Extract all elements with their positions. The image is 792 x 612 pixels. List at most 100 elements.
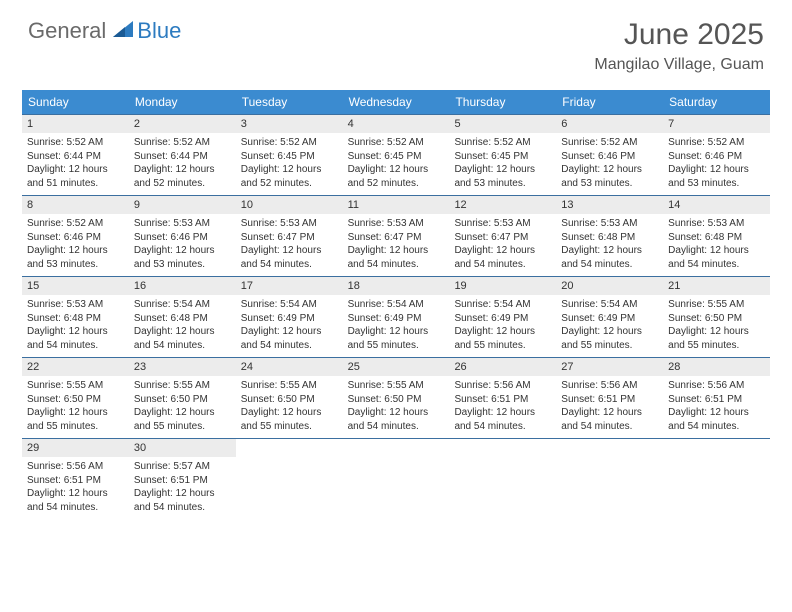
day-line: Daylight: 12 hours: [27, 406, 124, 420]
calendar-cell: 3Sunrise: 5:52 AMSunset: 6:45 PMDaylight…: [236, 115, 343, 195]
day-line: Sunrise: 5:52 AM: [134, 136, 231, 150]
day-line: Sunrise: 5:52 AM: [27, 136, 124, 150]
day-line: Daylight: 12 hours: [134, 325, 231, 339]
day-line: and 54 minutes.: [134, 339, 231, 353]
day-line: and 55 minutes.: [241, 420, 338, 434]
day-line: and 54 minutes.: [454, 420, 551, 434]
day-line: Sunrise: 5:55 AM: [668, 298, 765, 312]
day-content: Sunrise: 5:53 AMSunset: 6:48 PMDaylight:…: [663, 214, 770, 276]
day-line: Daylight: 12 hours: [668, 325, 765, 339]
day-line: Sunrise: 5:52 AM: [27, 217, 124, 231]
day-line: and 53 minutes.: [454, 177, 551, 191]
location-label: Mangilao Village, Guam: [594, 56, 764, 74]
day-number: 28: [663, 358, 770, 376]
calendar-cell: 22Sunrise: 5:55 AMSunset: 6:50 PMDayligh…: [22, 358, 129, 438]
calendar-cell: 18Sunrise: 5:54 AMSunset: 6:49 PMDayligh…: [343, 277, 450, 357]
day-line: Sunset: 6:46 PM: [561, 150, 658, 164]
day-line: and 53 minutes.: [561, 177, 658, 191]
day-content: Sunrise: 5:55 AMSunset: 6:50 PMDaylight:…: [22, 376, 129, 438]
page-title: June 2025: [594, 18, 764, 52]
day-line: and 54 minutes.: [561, 258, 658, 272]
calendar-cell: 2Sunrise: 5:52 AMSunset: 6:44 PMDaylight…: [129, 115, 236, 195]
calendar-cell: 30Sunrise: 5:57 AMSunset: 6:51 PMDayligh…: [129, 439, 236, 519]
day-line: Daylight: 12 hours: [668, 406, 765, 420]
day-line: Sunset: 6:49 PM: [454, 312, 551, 326]
day-line: Daylight: 12 hours: [134, 163, 231, 177]
day-content: Sunrise: 5:52 AMSunset: 6:46 PMDaylight:…: [663, 133, 770, 195]
day-line: Sunrise: 5:54 AM: [348, 298, 445, 312]
day-line: Daylight: 12 hours: [668, 163, 765, 177]
day-line: Daylight: 12 hours: [27, 163, 124, 177]
day-line: Sunset: 6:49 PM: [561, 312, 658, 326]
day-content: Sunrise: 5:53 AMSunset: 6:47 PMDaylight:…: [449, 214, 556, 276]
calendar-cell: 25Sunrise: 5:55 AMSunset: 6:50 PMDayligh…: [343, 358, 450, 438]
day-content: Sunrise: 5:56 AMSunset: 6:51 PMDaylight:…: [556, 376, 663, 438]
day-line: Sunrise: 5:54 AM: [241, 298, 338, 312]
day-number: 29: [22, 439, 129, 457]
day-number: 3: [236, 115, 343, 133]
day-number: 12: [449, 196, 556, 214]
calendar-cell: 7Sunrise: 5:52 AMSunset: 6:46 PMDaylight…: [663, 115, 770, 195]
calendar-cell: 13Sunrise: 5:53 AMSunset: 6:48 PMDayligh…: [556, 196, 663, 276]
calendar-cell: 20Sunrise: 5:54 AMSunset: 6:49 PMDayligh…: [556, 277, 663, 357]
day-number-empty: [556, 439, 663, 457]
day-line: Sunrise: 5:52 AM: [348, 136, 445, 150]
day-line: Sunrise: 5:54 AM: [134, 298, 231, 312]
day-content: Sunrise: 5:54 AMSunset: 6:49 PMDaylight:…: [236, 295, 343, 357]
logo: General Blue: [28, 18, 181, 44]
day-number: 14: [663, 196, 770, 214]
day-line: Sunset: 6:46 PM: [668, 150, 765, 164]
day-number: 19: [449, 277, 556, 295]
day-line: Sunrise: 5:53 AM: [134, 217, 231, 231]
day-line: Sunrise: 5:52 AM: [561, 136, 658, 150]
day-number-empty: [663, 439, 770, 457]
day-header: Tuesday: [236, 90, 343, 114]
day-content: Sunrise: 5:56 AMSunset: 6:51 PMDaylight:…: [663, 376, 770, 438]
day-line: and 54 minutes.: [348, 258, 445, 272]
day-header: Wednesday: [343, 90, 450, 114]
day-line: Daylight: 12 hours: [454, 244, 551, 258]
day-number-empty: [343, 439, 450, 457]
logo-text-general: General: [28, 18, 106, 44]
day-line: Sunrise: 5:56 AM: [27, 460, 124, 474]
day-line: Sunset: 6:45 PM: [454, 150, 551, 164]
day-line: Sunset: 6:50 PM: [348, 393, 445, 407]
day-line: Sunset: 6:50 PM: [27, 393, 124, 407]
day-line: and 52 minutes.: [134, 177, 231, 191]
day-number: 6: [556, 115, 663, 133]
day-line: Daylight: 12 hours: [27, 325, 124, 339]
day-line: Sunset: 6:48 PM: [668, 231, 765, 245]
day-content: Sunrise: 5:54 AMSunset: 6:49 PMDaylight:…: [343, 295, 450, 357]
calendar-cell: 10Sunrise: 5:53 AMSunset: 6:47 PMDayligh…: [236, 196, 343, 276]
calendar-cell: 24Sunrise: 5:55 AMSunset: 6:50 PMDayligh…: [236, 358, 343, 438]
day-line: Sunrise: 5:54 AM: [454, 298, 551, 312]
day-header-row: SundayMondayTuesdayWednesdayThursdayFrid…: [22, 90, 770, 114]
day-line: Sunrise: 5:55 AM: [348, 379, 445, 393]
day-line: Daylight: 12 hours: [561, 325, 658, 339]
day-number: 8: [22, 196, 129, 214]
day-content: Sunrise: 5:52 AMSunset: 6:44 PMDaylight:…: [22, 133, 129, 195]
day-line: Daylight: 12 hours: [668, 244, 765, 258]
day-line: Sunset: 6:47 PM: [241, 231, 338, 245]
calendar-cell: 5Sunrise: 5:52 AMSunset: 6:45 PMDaylight…: [449, 115, 556, 195]
calendar-cell: 8Sunrise: 5:52 AMSunset: 6:46 PMDaylight…: [22, 196, 129, 276]
day-content: Sunrise: 5:55 AMSunset: 6:50 PMDaylight:…: [343, 376, 450, 438]
calendar-cell: 12Sunrise: 5:53 AMSunset: 6:47 PMDayligh…: [449, 196, 556, 276]
day-line: Daylight: 12 hours: [348, 325, 445, 339]
day-line: Sunset: 6:51 PM: [27, 474, 124, 488]
day-line: Sunrise: 5:57 AM: [134, 460, 231, 474]
day-header: Sunday: [22, 90, 129, 114]
day-line: and 55 minutes.: [561, 339, 658, 353]
day-line: and 54 minutes.: [668, 420, 765, 434]
day-line: Sunset: 6:50 PM: [241, 393, 338, 407]
day-line: Sunset: 6:44 PM: [27, 150, 124, 164]
day-content: Sunrise: 5:56 AMSunset: 6:51 PMDaylight:…: [22, 457, 129, 519]
day-line: Sunrise: 5:52 AM: [241, 136, 338, 150]
calendar-cell: [663, 439, 770, 519]
day-line: and 54 minutes.: [27, 501, 124, 515]
day-header: Saturday: [663, 90, 770, 114]
day-number-empty: [236, 439, 343, 457]
day-content: Sunrise: 5:52 AMSunset: 6:45 PMDaylight:…: [449, 133, 556, 195]
day-number: 20: [556, 277, 663, 295]
calendar-cell: 11Sunrise: 5:53 AMSunset: 6:47 PMDayligh…: [343, 196, 450, 276]
